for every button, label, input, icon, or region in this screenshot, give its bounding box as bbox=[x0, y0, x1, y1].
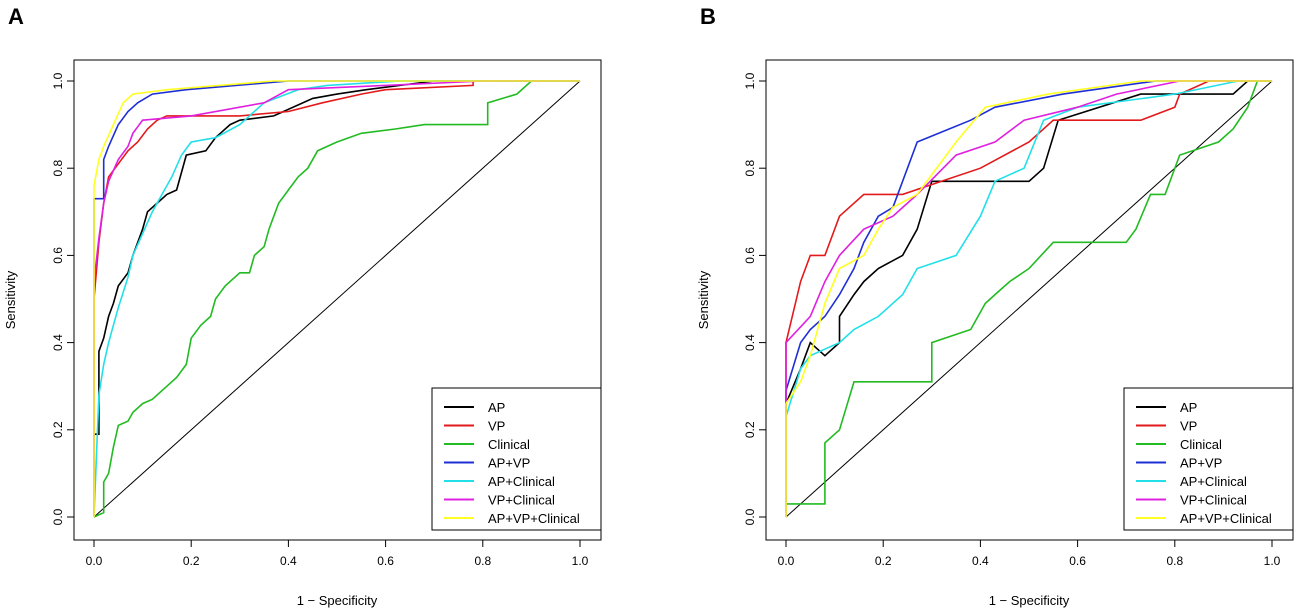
x-axis-title: 1 − Specificity bbox=[297, 593, 378, 608]
y-tick-label: 0.4 bbox=[51, 334, 65, 351]
legend-label: AP bbox=[1180, 400, 1197, 415]
roc-curve-ap-vp bbox=[785, 80, 1272, 517]
y-tick-label: 1.0 bbox=[743, 72, 757, 89]
y-tick-label: 0.2 bbox=[51, 421, 65, 438]
x-axis-title: 1 − Specificity bbox=[989, 593, 1070, 608]
legend-box bbox=[431, 387, 602, 531]
legend-label: VP+Clinical bbox=[488, 493, 555, 508]
y-tick-label: 0.8 bbox=[51, 160, 65, 177]
legend: AP VP Clinical AP+VP AP+Clinical VP+Clinical A… bbox=[431, 387, 602, 531]
legend-label: VP+Clinical bbox=[1180, 493, 1247, 508]
legend-label: AP+Clinical bbox=[488, 474, 555, 489]
legend-label: Clinical bbox=[1180, 437, 1222, 452]
x-tick-label: 0.4 bbox=[972, 554, 989, 568]
x-tick-label: 1.0 bbox=[572, 554, 589, 568]
x-tick-label: 0.2 bbox=[183, 554, 200, 568]
y-tick-label: 1.0 bbox=[51, 72, 65, 89]
roc-curve-ap bbox=[93, 80, 580, 517]
reference-diagonal bbox=[93, 80, 581, 518]
y-tick-label: 0.6 bbox=[51, 247, 65, 264]
x-tick-label: 0.0 bbox=[86, 554, 103, 568]
x-tick-label: 0.2 bbox=[875, 554, 892, 568]
legend-label: AP+VP bbox=[1180, 456, 1222, 471]
y-tick-label: 0.0 bbox=[743, 508, 757, 525]
panel-letter: B bbox=[700, 4, 716, 29]
legend: AP VP Clinical AP+VP AP+Clinical VP+Clinical A… bbox=[1123, 387, 1294, 531]
reference-diagonal bbox=[785, 80, 1273, 518]
y-tick-label: 0.2 bbox=[743, 421, 757, 438]
roc-curve-ap-vp-clinical bbox=[93, 80, 580, 517]
roc-curve-vp-clinical bbox=[93, 80, 580, 517]
y-tick-label: 0.8 bbox=[743, 160, 757, 177]
y-axis-title: Sensitivity bbox=[696, 270, 711, 329]
legend-label: VP bbox=[1180, 419, 1197, 434]
panel-letter: A bbox=[8, 4, 24, 29]
roc-curve-clinical bbox=[93, 80, 580, 518]
legend-label: AP+VP+Clinical bbox=[1180, 511, 1272, 526]
roc-curve-ap-vp-clinical bbox=[785, 80, 1272, 517]
legend-label: AP+VP bbox=[488, 456, 530, 471]
plot-frame bbox=[73, 59, 602, 541]
x-tick-label: 0.6 bbox=[1069, 554, 1086, 568]
roc-curve-clinical bbox=[785, 80, 1272, 517]
legend-box bbox=[1123, 387, 1294, 531]
roc-curve-ap-clinical bbox=[93, 80, 580, 518]
y-axis-title: Sensitivity bbox=[3, 270, 18, 329]
x-tick-label: 0.8 bbox=[474, 554, 491, 568]
panel-a: A 0.0 0.2 0.4 0.6 0.8 1.0 0.0 0.2 0.4 0.6 0.8 1.0 1 −… bbox=[3, 4, 602, 608]
roc-curve-ap-vp bbox=[93, 80, 580, 517]
x-tick-label: 0.6 bbox=[377, 554, 394, 568]
y-tick-label: 0.4 bbox=[743, 334, 757, 351]
y-tick-label: 0.6 bbox=[743, 247, 757, 264]
panel-b: B 0.0 0.2 0.4 0.6 0.8 1.0 0.0 0.2 0.4 0.6 0.8 1.0 1 −… bbox=[696, 4, 1294, 608]
x-tick-label: 0.4 bbox=[280, 554, 297, 568]
legend-label: VP bbox=[488, 419, 505, 434]
x-tick-label: 0.0 bbox=[778, 554, 795, 568]
legend-label: AP+VP+Clinical bbox=[488, 511, 580, 526]
plot-frame bbox=[765, 59, 1294, 541]
legend-label: AP bbox=[488, 400, 505, 415]
legend-label: Clinical bbox=[488, 437, 530, 452]
x-tick-label: 0.8 bbox=[1166, 554, 1183, 568]
legend-label: AP+Clinical bbox=[1180, 474, 1247, 489]
x-tick-label: 1.0 bbox=[1264, 554, 1281, 568]
y-tick-label: 0.0 bbox=[51, 508, 65, 525]
roc-curve-vp bbox=[785, 80, 1272, 517]
